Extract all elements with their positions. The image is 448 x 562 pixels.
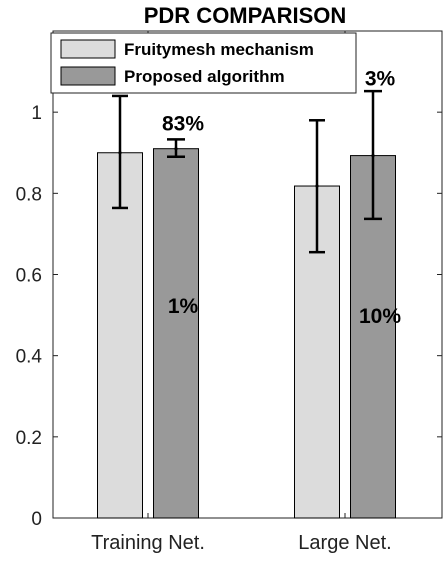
- legend-swatch: [60, 66, 116, 86]
- legend-label: Fruitymesh mechanism: [124, 40, 314, 59]
- mean-marker: [118, 151, 122, 155]
- y-tick-label: 0: [31, 509, 42, 530]
- percent-annotation: 10%: [359, 305, 401, 328]
- chart-title: PDR COMPARISON: [144, 3, 347, 28]
- percent-annotation: 1%: [168, 295, 199, 318]
- x-tick-label: Training Net.: [91, 532, 205, 554]
- mean-marker: [315, 184, 319, 188]
- percent-annotation: 83%: [162, 112, 204, 135]
- y-tick-label: 1: [31, 103, 42, 124]
- legend-swatch: [60, 39, 116, 59]
- legend-label: Proposed algorithm: [124, 67, 285, 86]
- plot-area: 0 0.2 0.4 0.6 0.8 1 Training Net. Large Net. 83%…: [16, 30, 443, 554]
- y-tick-label: 0.4: [16, 347, 43, 368]
- x-tick-label: Large Net.: [298, 532, 391, 554]
- percent-annotation: 3%: [365, 68, 396, 91]
- y-tick-label: 0.6: [16, 266, 42, 287]
- mean-marker: [174, 147, 178, 151]
- y-tick-label: 0.8: [16, 184, 42, 205]
- bar: [97, 152, 143, 519]
- bar: [153, 148, 199, 519]
- mean-marker: [371, 153, 375, 158]
- legend: Fruitymesh mechanism Proposed algorithm: [50, 32, 357, 94]
- y-tick-label: 0.2: [16, 428, 42, 449]
